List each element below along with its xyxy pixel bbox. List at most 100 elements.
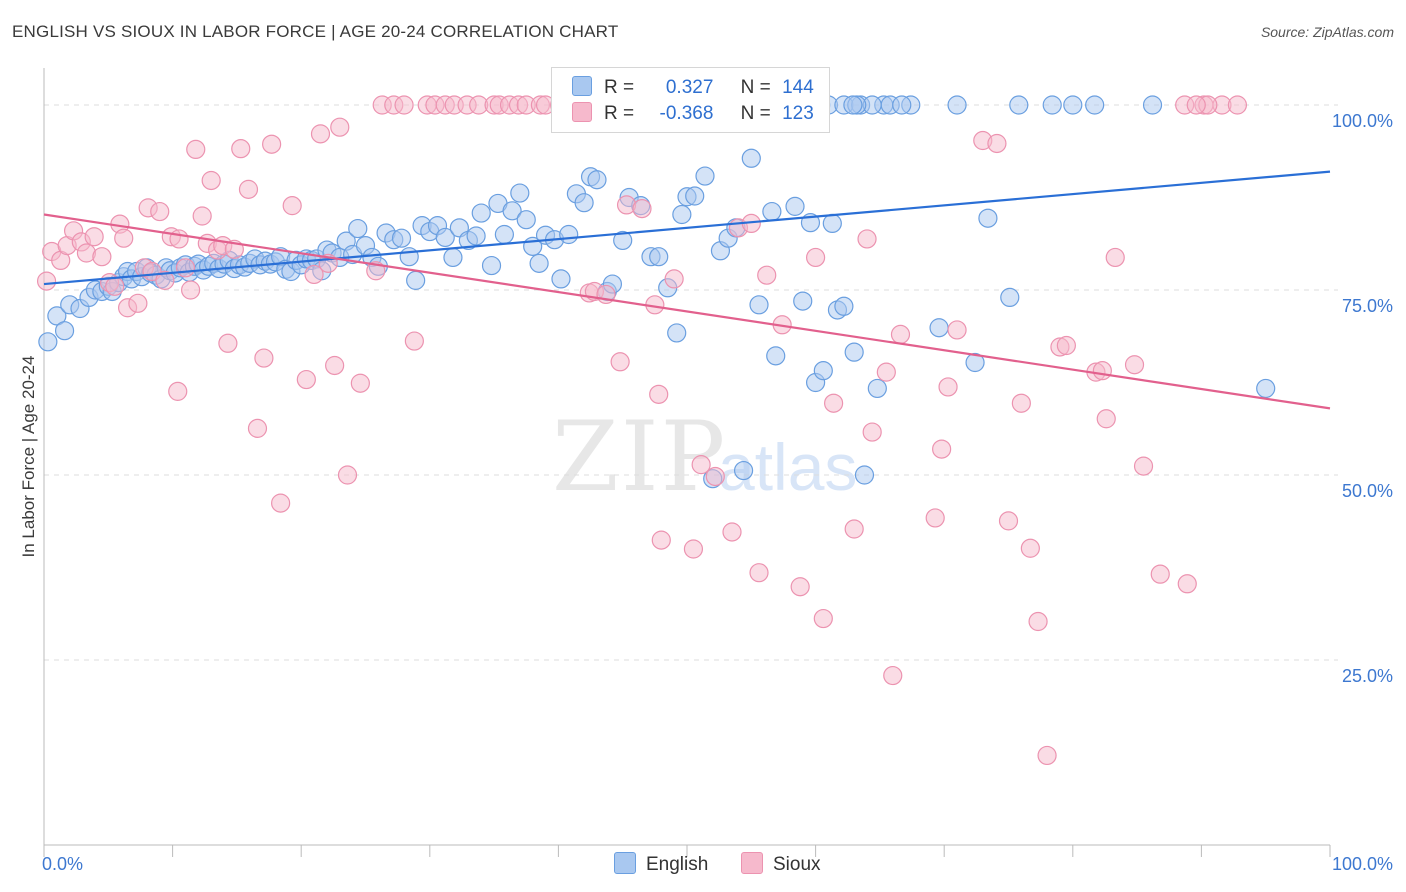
sioux-point	[883, 665, 903, 686]
sioux-point	[231, 139, 251, 159]
sioux-point	[890, 324, 911, 344]
sioux-r-value: -0.368	[659, 103, 714, 124]
english-point	[435, 227, 455, 248]
sioux-point	[925, 508, 945, 528]
sioux-point	[857, 229, 877, 249]
english-point	[667, 323, 687, 343]
english-point	[1085, 95, 1105, 115]
y-tick-label: 100.0%	[1332, 111, 1393, 131]
sioux-legend-swatch	[741, 852, 763, 874]
english-point	[854, 465, 875, 485]
english-point	[38, 332, 58, 352]
sioux-point	[862, 422, 882, 442]
source-label: Source: ZipAtlas.com	[1260, 24, 1394, 40]
english-point	[510, 183, 530, 203]
sioux-point	[651, 530, 671, 550]
sioux-point	[932, 439, 952, 459]
sioux-point	[664, 269, 684, 289]
sioux-point	[691, 455, 711, 475]
legend-row-english: R = 0.327 N = 144	[572, 76, 814, 100]
sioux-n-label: N =	[740, 103, 771, 124]
sioux-point	[36, 271, 57, 291]
sioux-point	[649, 384, 669, 404]
sioux-point	[92, 247, 112, 267]
legend-item-sioux: Sioux	[741, 852, 821, 876]
sioux-point	[1028, 611, 1048, 632]
sioux-point	[262, 134, 282, 154]
english-point	[587, 170, 607, 190]
sioux-point	[1096, 409, 1116, 429]
english-point	[695, 166, 715, 186]
sioux-point	[1124, 355, 1145, 375]
sioux-trend-line	[43, 213, 1331, 410]
sioux-point	[181, 280, 201, 300]
english-point	[649, 247, 669, 267]
english-point	[733, 460, 754, 481]
sioux-point	[1133, 456, 1154, 476]
english-point	[574, 193, 594, 213]
sioux-point	[1177, 574, 1197, 594]
english-point	[822, 213, 842, 233]
sioux-point	[192, 206, 212, 226]
sioux-point	[757, 265, 777, 285]
english-point	[559, 224, 579, 245]
sioux-point	[876, 362, 896, 382]
sioux-point	[1227, 95, 1248, 115]
english-point	[471, 203, 491, 223]
sioux-point	[705, 466, 725, 487]
legend-row-sioux: R = -0.368 N = 123	[572, 102, 814, 126]
y-tick-label: 50.0%	[1342, 481, 1393, 501]
stats-legend: R = 0.327 N = 144 R = -0.368 N = 123	[551, 67, 830, 133]
tick-labels: 25.0% 50.0% 75.0% 100.0% 0.0% 100.0%	[42, 111, 1393, 874]
sioux-point	[394, 95, 414, 115]
english-legend-swatch	[614, 852, 636, 874]
sioux-point	[947, 320, 967, 340]
y-tick-label: 75.0%	[1342, 296, 1393, 316]
english-point	[785, 196, 805, 216]
sioux-point	[1037, 745, 1057, 766]
sioux-point	[998, 511, 1019, 531]
sioux-point	[1092, 361, 1112, 381]
sioux-point	[1056, 335, 1076, 356]
sioux-point	[186, 139, 206, 159]
english-r-label: R =	[604, 77, 635, 98]
english-trend-line	[43, 170, 1331, 286]
english-point	[929, 318, 949, 338]
sioux-point	[683, 539, 704, 559]
english-point	[834, 296, 854, 316]
sioux-point	[749, 563, 769, 583]
english-point	[551, 269, 571, 289]
english-point	[443, 247, 463, 268]
sioux-point	[987, 133, 1007, 154]
english-point	[391, 228, 412, 248]
sioux-point	[175, 258, 196, 278]
english-n-value: 144	[782, 77, 814, 98]
sioux-point	[325, 355, 345, 376]
english-n-label: N =	[740, 77, 771, 98]
sioux-point	[296, 369, 316, 390]
english-point	[741, 148, 761, 168]
sioux-point	[128, 293, 148, 313]
english-point	[481, 255, 502, 276]
english-point	[613, 230, 633, 251]
english-point	[1142, 95, 1163, 115]
english-point	[685, 186, 705, 206]
sioux-point	[155, 270, 175, 290]
english-point	[965, 352, 985, 373]
sioux-point	[813, 608, 833, 629]
sioux-point	[238, 179, 259, 199]
sioux-point	[254, 348, 274, 368]
sioux-point	[805, 247, 826, 268]
sioux-point	[722, 522, 742, 542]
english-point	[47, 306, 67, 326]
sioux-point	[201, 170, 221, 191]
english-legend-label: English	[646, 854, 709, 875]
axes	[43, 68, 1331, 857]
english-point	[406, 270, 426, 290]
x-tick-label: 0.0%	[42, 854, 83, 874]
english-point	[399, 247, 419, 267]
sioux-point	[310, 124, 331, 144]
sioux-point	[1020, 538, 1040, 558]
sioux-n-value: 123	[782, 103, 814, 124]
